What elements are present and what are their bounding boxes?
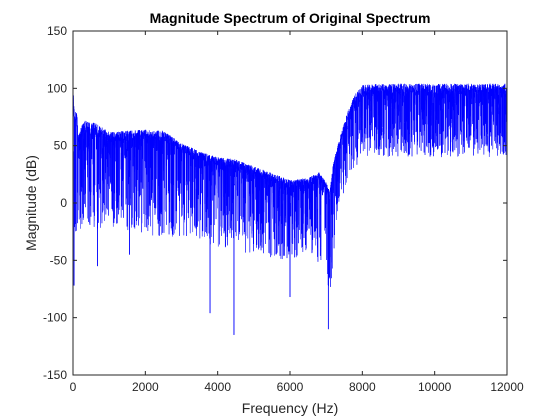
- chart-title: Magnitude Spectrum of Original Spectrum: [150, 10, 431, 26]
- y-tick-label: 50: [54, 139, 68, 153]
- y-tick-label: 150: [47, 24, 67, 38]
- ticks: 0 2000 4000 6000 8000 10000 12000 -150 -100 -50 0 5…: [43, 24, 524, 394]
- y-tick-label: 100: [47, 81, 67, 95]
- y-tick-label: -150: [43, 368, 67, 382]
- x-tick-label: 6000: [277, 380, 304, 394]
- x-axis-label: Frequency (Hz): [242, 400, 338, 416]
- y-tick-label: 0: [60, 196, 67, 210]
- x-tick-label: 12000: [490, 380, 524, 394]
- x-tick-label: 8000: [349, 380, 376, 394]
- x-tick-label: 0: [70, 380, 77, 394]
- x-tick-label: 10000: [418, 380, 452, 394]
- plot-area: [72, 83, 508, 335]
- y-axis-label: Magnitude (dB): [23, 155, 39, 251]
- y-tick-label: -100: [43, 311, 67, 325]
- y-tick-label: -50: [50, 253, 68, 267]
- x-tick-label: 4000: [204, 380, 231, 394]
- spectrum-series-line: [72, 83, 508, 335]
- x-tick-label: 2000: [132, 380, 159, 394]
